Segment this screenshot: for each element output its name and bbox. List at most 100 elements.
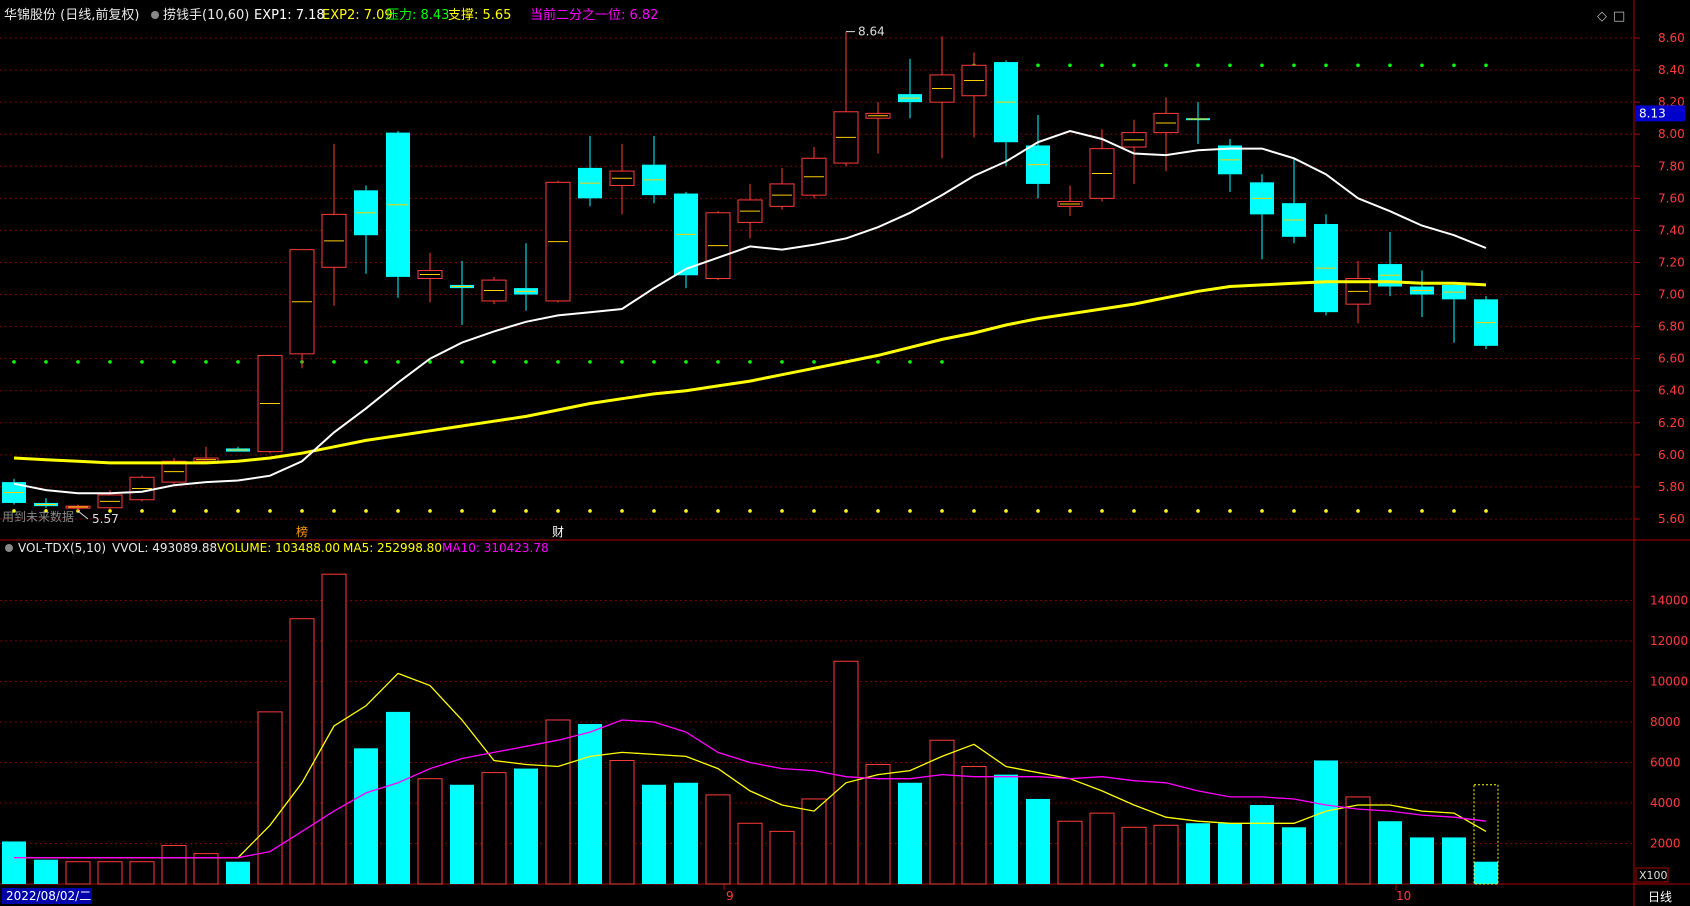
- volume-bar: [129, 861, 155, 885]
- chart-controls[interactable]: ◇ □: [1597, 9, 1625, 24]
- volume-tick-label: 14000: [1650, 594, 1688, 608]
- volume-bar: [193, 853, 219, 885]
- restore-icon[interactable]: □: [1613, 9, 1625, 24]
- volume-tick-label: 6000: [1650, 756, 1681, 770]
- candle: [1250, 174, 1274, 260]
- max-price-label: 8.64: [858, 25, 885, 39]
- support-dot: [620, 509, 624, 513]
- candle: [481, 276, 507, 305]
- price-tick-label: 8.40: [1658, 63, 1685, 77]
- volume-tick-label: 8000: [1650, 715, 1681, 729]
- support-high-dot: [684, 360, 688, 364]
- pressure-dot: [1292, 63, 1296, 68]
- volume-bar: [1153, 824, 1179, 885]
- support-high-dot: [236, 360, 240, 364]
- candle: [1153, 97, 1179, 172]
- ranking-annotation[interactable]: 榜: [296, 524, 308, 539]
- support-dot: [172, 509, 176, 513]
- volume-bar: [865, 764, 891, 885]
- volume-bar: [321, 573, 347, 885]
- volume-bar: [1442, 837, 1466, 884]
- support-value: 支撑: 5.65: [448, 8, 511, 23]
- support-high-dot: [332, 360, 336, 364]
- support-high-dot: [204, 360, 208, 364]
- volume-bar: [386, 711, 410, 884]
- candle: [994, 60, 1018, 167]
- support-high-dot: [364, 360, 368, 364]
- pressure-value: 压力: 8.43: [386, 8, 449, 23]
- candle: [1057, 185, 1083, 216]
- support-dot: [1388, 509, 1392, 513]
- volume-bar: [161, 845, 187, 885]
- volume-bar: [354, 748, 378, 884]
- price-tick-label: 8.60: [1658, 31, 1685, 45]
- projected-volume-box: [1473, 784, 1499, 885]
- pressure-dot: [1100, 63, 1104, 68]
- finance-annotation[interactable]: 财: [552, 525, 564, 539]
- support-dot: [492, 509, 496, 513]
- month-10-tick: 10: [1396, 889, 1411, 903]
- volume-bar: [1057, 820, 1083, 885]
- pressure-dot: [1196, 63, 1200, 68]
- pressure-dot: [1164, 63, 1168, 68]
- pressure-dot: [1420, 63, 1424, 68]
- support-dot: [1292, 509, 1296, 513]
- candle: [1442, 283, 1466, 343]
- candle: [545, 180, 571, 303]
- price-header: 华锦股份 (日线,前复权) 捞钱手(10,60) EXP1: 7.18 EXP2…: [4, 7, 658, 23]
- volume-bar: [929, 739, 955, 885]
- support-dot: [428, 509, 432, 513]
- support-high-dot: [812, 360, 816, 364]
- support-dot: [812, 509, 816, 513]
- support-dot: [332, 509, 336, 513]
- volume-header: VOL-TDX(5,10) VVOL: 493089.88 VOLUME: 10…: [5, 541, 549, 555]
- support-dot: [588, 509, 592, 513]
- candle: [514, 243, 538, 311]
- pressure-dot: [1388, 63, 1392, 68]
- support-dot: [1100, 509, 1104, 513]
- volume-bar: [705, 794, 731, 885]
- candle: [1314, 214, 1338, 316]
- volume-bar: [257, 711, 283, 885]
- candle: [2, 478, 26, 505]
- support-dot: [1004, 509, 1008, 513]
- support-dot: [940, 509, 944, 513]
- candle: [961, 52, 987, 138]
- volume-bar: [34, 859, 58, 884]
- pressure-dot: [1068, 63, 1072, 68]
- diamond-icon[interactable]: ◇: [1597, 9, 1607, 24]
- support-dot: [908, 509, 912, 513]
- price-tick-label: 6.60: [1658, 352, 1685, 366]
- support-high-dot: [780, 360, 784, 364]
- pressure-dot: [1260, 63, 1264, 68]
- support-high-dot: [76, 360, 80, 364]
- candle: [1218, 139, 1242, 192]
- support-dot: [1164, 509, 1168, 513]
- volume-bar: [1186, 823, 1210, 884]
- price-tick-label: 7.80: [1658, 159, 1685, 173]
- candle: [386, 131, 410, 298]
- candle: [289, 249, 315, 369]
- pressure-dot: [1036, 63, 1040, 68]
- support-dot: [396, 509, 400, 513]
- support-dot: [140, 509, 144, 513]
- volume-tick-label: 10000: [1650, 675, 1688, 689]
- support-dot: [204, 509, 208, 513]
- candle: [705, 211, 731, 281]
- candle: [417, 252, 443, 303]
- candle: [257, 354, 283, 454]
- candle: [1026, 114, 1050, 199]
- support-high-dot: [172, 360, 176, 364]
- volume-bar: [1410, 837, 1434, 884]
- support-dot: [1196, 509, 1200, 513]
- support-dot: [268, 509, 272, 513]
- price-tick-label: 7.20: [1658, 255, 1685, 269]
- volume-bar: [450, 784, 474, 884]
- future-data-note: 用到未来数据: [2, 509, 74, 524]
- support-dot: [12, 509, 16, 513]
- support-dot: [780, 509, 784, 513]
- support-high-dot: [108, 360, 112, 364]
- volume-bar: [1282, 827, 1306, 884]
- price-tick-label: 8.00: [1658, 127, 1685, 141]
- period-tab[interactable]: 日线: [1648, 890, 1672, 904]
